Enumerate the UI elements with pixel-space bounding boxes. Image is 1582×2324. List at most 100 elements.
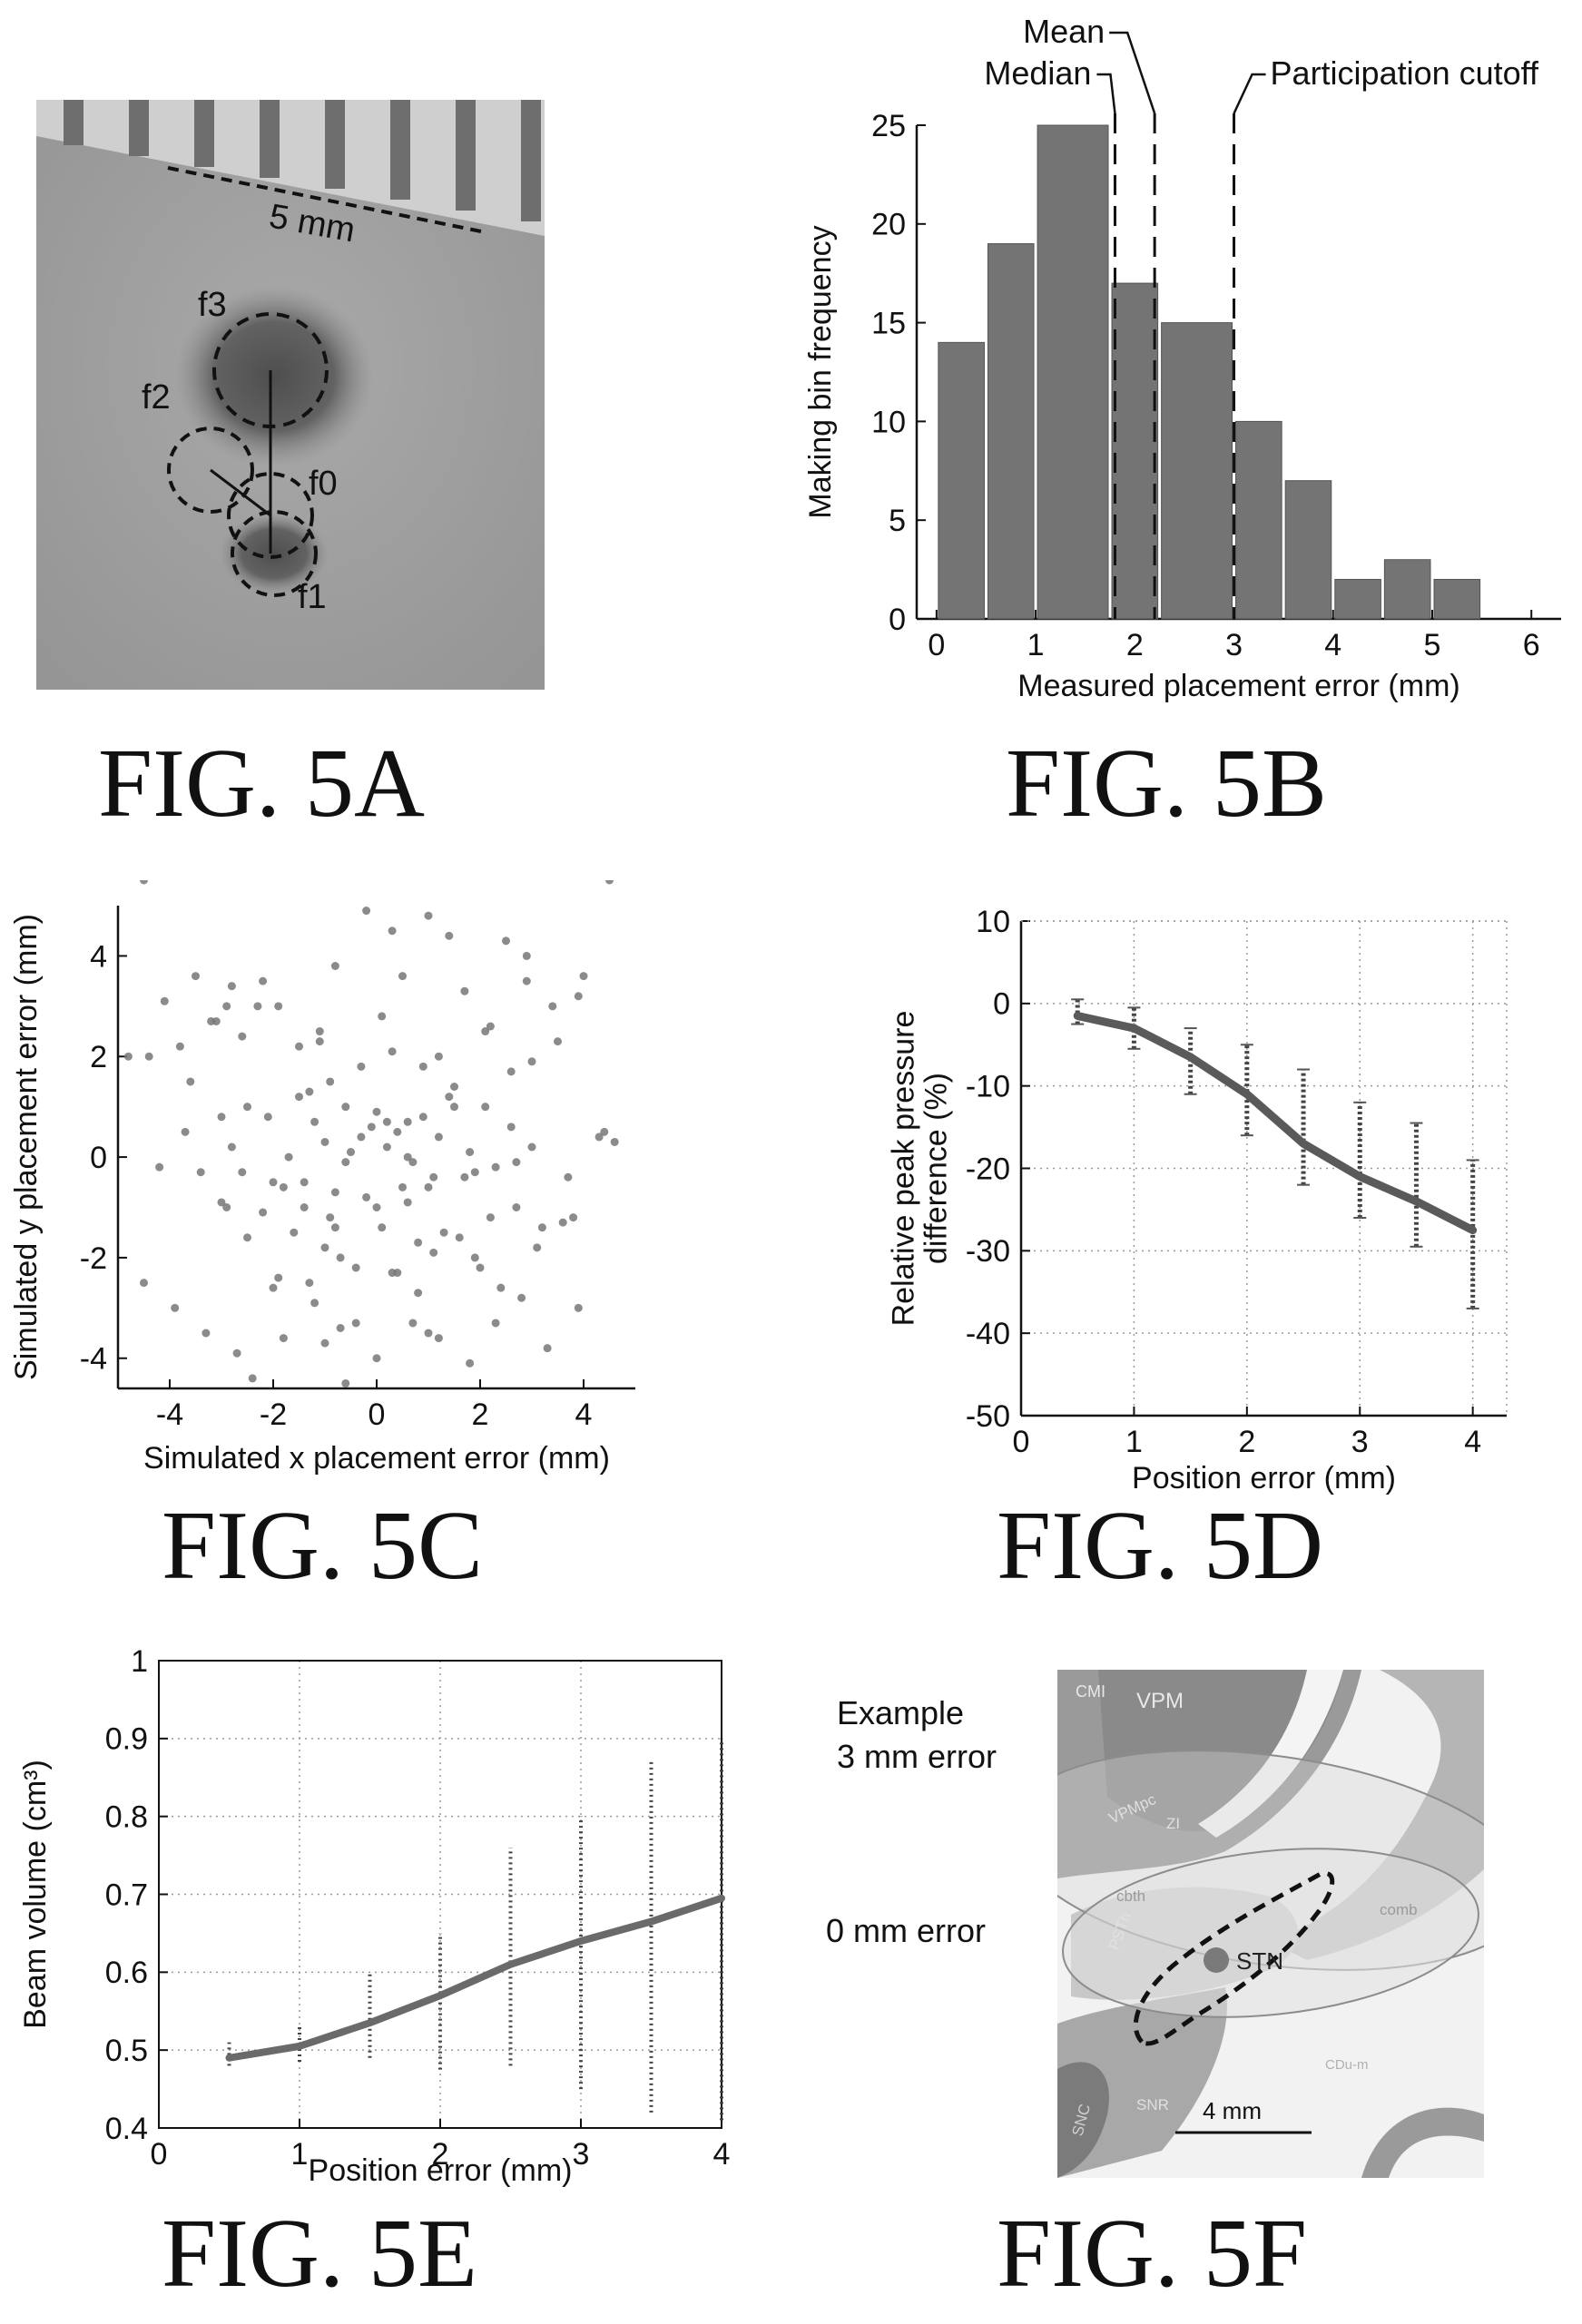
dark-spot [174, 286, 374, 467]
scatter-point [211, 1016, 221, 1025]
scatter-point [201, 1329, 211, 1338]
scatter-point [315, 1027, 324, 1036]
scatter-point [517, 1293, 526, 1302]
median-leader [1096, 73, 1116, 114]
scatter-point [243, 1233, 251, 1242]
region-label-snr: SNR [1136, 2096, 1169, 2113]
y-tick-label: -40 [966, 1317, 1010, 1351]
scatter-point [393, 1127, 402, 1136]
scatter-point [564, 1172, 573, 1182]
scatter-point [403, 1152, 412, 1162]
scatter-point [238, 1032, 247, 1041]
scatter-point [502, 936, 510, 946]
y-tick-label: 4 [90, 939, 107, 974]
scatter-point [388, 1269, 397, 1278]
scatter-point [248, 1374, 257, 1383]
y-tick-label: 25 [871, 109, 906, 143]
x-tick-label: 5 [1424, 628, 1441, 662]
scatter-point [439, 1228, 448, 1237]
fig-5f-schematic: CMI VPM VPMpc ZI cbth PSTh comb SNR SNC … [826, 1670, 1484, 2178]
scatter-point [310, 1117, 319, 1126]
fig-5b-panel: 0 1 2 3 4 5 6 0 5 10 15 20 25 Measured placement erro… [781, 0, 1570, 726]
median-label: Median [984, 54, 1091, 92]
ruler-tooth [129, 100, 149, 156]
scatter-point [284, 1152, 293, 1162]
y-tick-label: 5 [889, 504, 906, 538]
x-tick-label: 4 [713, 2137, 731, 2172]
fig-5d-line: 0 1 2 3 4 -50 -40 -30 -20 -10 0 10 Position error (m… [887, 905, 1508, 1495]
y-tick-label: 0.5 [105, 2034, 148, 2068]
mean-leader [1109, 31, 1156, 114]
x-tick-label: 1 [1125, 1425, 1143, 1459]
scatter-point [320, 1339, 329, 1348]
scatter-point [357, 1062, 366, 1071]
scatter-point [310, 1299, 319, 1308]
fig-5b-caption: FIG. 5B [1006, 730, 1328, 838]
scatter-point [466, 1358, 475, 1368]
y-tick-label: -4 [80, 1342, 107, 1377]
ruler-tooth [194, 100, 214, 167]
x-axis-label: Position error (mm) [309, 2153, 573, 2188]
x-tick-label: 2 [1238, 1425, 1255, 1459]
x-tick-label: 0 [368, 1397, 386, 1432]
scatter-point [450, 1083, 458, 1091]
x-tick-label: 2 [432, 2137, 449, 2172]
scatter-point [512, 1203, 521, 1211]
scatter-point [398, 1182, 407, 1191]
scatter-point [491, 1162, 500, 1172]
scatter-point [305, 1087, 314, 1096]
focus-label-f1: f1 [298, 578, 327, 616]
scale-bar-label: 4 mm [1203, 2097, 1262, 2124]
scatter-point [445, 931, 454, 940]
ruler-tooth [64, 100, 84, 145]
zero-error-label: 0 mm error [826, 1912, 986, 1949]
y-tick-label: 1 [131, 1644, 148, 1679]
fig-5e-panel: 0 1 2 3 4 0.4 0.5 0.6 0.7 0.8 0.9 1 Position error (… [0, 1633, 744, 2214]
fig-5d-caption: FIG. 5D [997, 1492, 1324, 1600]
region-label-cmi: CMI [1076, 1682, 1105, 1701]
histogram-bar [1161, 322, 1233, 620]
scatter-point [330, 962, 339, 970]
scatter-point [382, 1142, 391, 1152]
scatter-point [140, 1279, 148, 1288]
scatter-point [476, 1263, 485, 1272]
x-tick-label: -2 [260, 1397, 287, 1432]
histogram-bar [1334, 578, 1381, 620]
scatter-point [351, 1319, 360, 1328]
scatter-point [605, 876, 614, 885]
target-dot [1204, 1947, 1229, 1973]
region-label-cdu: CDu-m [1325, 2057, 1369, 2073]
ruler-tooth [325, 100, 345, 189]
scatter-point [470, 1168, 479, 1177]
scatter-point [445, 1093, 454, 1102]
scatter-point [418, 1062, 427, 1071]
scatter-point [486, 1022, 495, 1031]
beam-ellipse-zero [1062, 1848, 1479, 2018]
fig-5b-histogram: 0 1 2 3 4 5 6 0 5 10 15 20 25 Measured placement erro… [803, 13, 1561, 703]
fig-5f-panel: CMI VPM VPMpc ZI cbth PSTh comb SNR SNC … [799, 1642, 1579, 2205]
scatter-point [460, 986, 469, 995]
scatter-point [434, 1052, 443, 1061]
scatter-point [388, 1047, 397, 1056]
region-label-cbth: cbth [1116, 1888, 1145, 1905]
example-label-line1: Example [837, 1694, 964, 1731]
y-tick-label: 0.4 [105, 2112, 148, 2146]
scatter-point [455, 1233, 464, 1242]
scatter-point [222, 1203, 231, 1211]
y-tick-label: 0.7 [105, 1878, 148, 1912]
scatter-point [315, 1037, 324, 1046]
x-tick-label: 1 [291, 2137, 309, 2172]
x-tick-label: 2 [1126, 628, 1144, 662]
ruler-tooth [521, 100, 541, 221]
region-white-tract [1198, 1670, 1343, 1838]
x-tick-label: 1 [1027, 628, 1045, 662]
scatter-point [192, 972, 200, 981]
scatter-point [160, 996, 169, 1005]
cutoff-label: Participation cutoff [1271, 54, 1540, 92]
y-tick-label: 2 [90, 1040, 107, 1074]
region-label-zi: ZI [1166, 1815, 1180, 1832]
y-tick-label: 0.8 [105, 1800, 148, 1835]
scatter-point [424, 1182, 433, 1191]
scatter-point [403, 1198, 412, 1207]
y-axis-label: Relative peak pressuredifference (%) [887, 1011, 954, 1327]
